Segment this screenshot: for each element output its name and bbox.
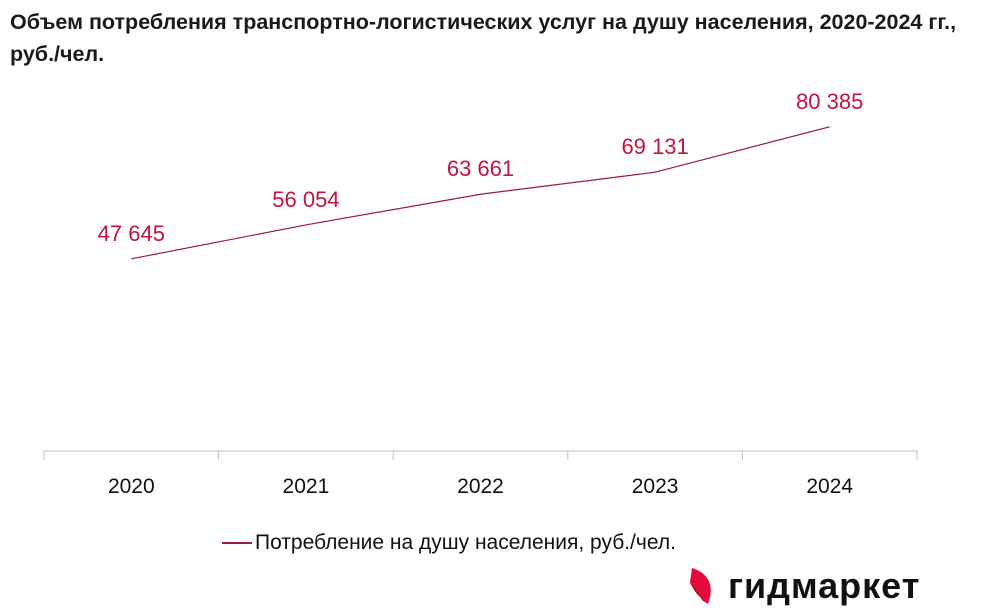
data-label: 63 661: [447, 156, 514, 181]
x-tick-label: 2024: [806, 475, 853, 498]
legend-swatch: [222, 542, 252, 544]
gidmarket-logo: гидмаркет: [688, 566, 920, 606]
x-tick-label: 2022: [457, 475, 504, 498]
legend-label: Потребление на душу населения, руб./чел.: [255, 531, 676, 554]
data-label: 69 131: [621, 134, 688, 159]
logo-text: гидмаркет: [728, 565, 921, 606]
data-label: 47 645: [98, 221, 165, 246]
chart-title: Объем потребления транспортно-логистичес…: [10, 10, 957, 66]
x-tick-label: 2020: [108, 475, 155, 498]
data-label: 80 385: [796, 89, 863, 114]
series-line: [131, 126, 830, 260]
data-label: 56 054: [272, 187, 339, 212]
legend: Потребление на душу населения, руб./чел.: [222, 531, 676, 555]
x-tick-label: 2023: [632, 475, 679, 498]
x-tick-label: 2021: [283, 475, 330, 498]
logo-mark-icon: [690, 568, 711, 604]
